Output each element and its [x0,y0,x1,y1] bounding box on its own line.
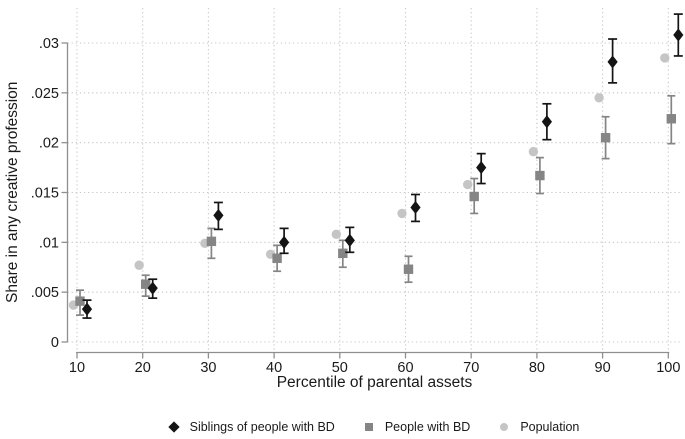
x-tick-label: 20 [135,360,151,376]
y-axis-title: Share in any creative profession [4,81,21,304]
y-tick-label: 0 [51,335,59,351]
y-tick-label: .005 [31,285,59,301]
legend-label-people-with-bd: People with BD [384,420,471,434]
y-axis: 0 .005 .01 .015 .02 .025 .03 [31,36,69,351]
legend-item-population: Population [500,420,579,434]
series-people-with-bd [75,94,676,316]
legend: Siblings of people with BD People with B… [67,417,682,437]
x-tick-label: 30 [200,360,216,376]
x-tick-label: 60 [397,360,413,376]
y-tick-label: .02 [39,136,59,152]
x-tick-label: 70 [463,360,479,376]
legend-item-siblings: Siblings of people with BD [167,420,335,434]
y-tick-label: .015 [31,186,59,202]
x-tick-label: 90 [595,360,611,376]
circle-marker-icon [500,423,509,431]
gridlines [67,8,682,352]
y-tick-label: .03 [39,36,59,52]
x-tick-label: 80 [529,360,545,376]
legend-item-people-with-bd: People with BD [364,420,471,434]
square-marker-icon [364,423,373,431]
x-tick-label: 50 [332,360,348,376]
x-axis-title: Percentile of parental assets [276,374,473,391]
legend-label-siblings: Siblings of people with BD [189,420,335,434]
diamond-marker-icon [167,421,180,433]
x-tick-label: 10 [69,360,85,376]
x-tick-label: 100 [656,360,680,376]
series-siblings-of-people-with-bd [81,13,684,319]
x-axis: 10 20 30 40 50 60 70 80 90 100 [69,351,680,376]
x-tick-label: 40 [266,360,282,376]
legend-label-population: Population [520,420,580,434]
series-population [68,53,670,310]
y-tick-label: .01 [39,235,59,251]
y-tick-label: .025 [31,86,59,102]
